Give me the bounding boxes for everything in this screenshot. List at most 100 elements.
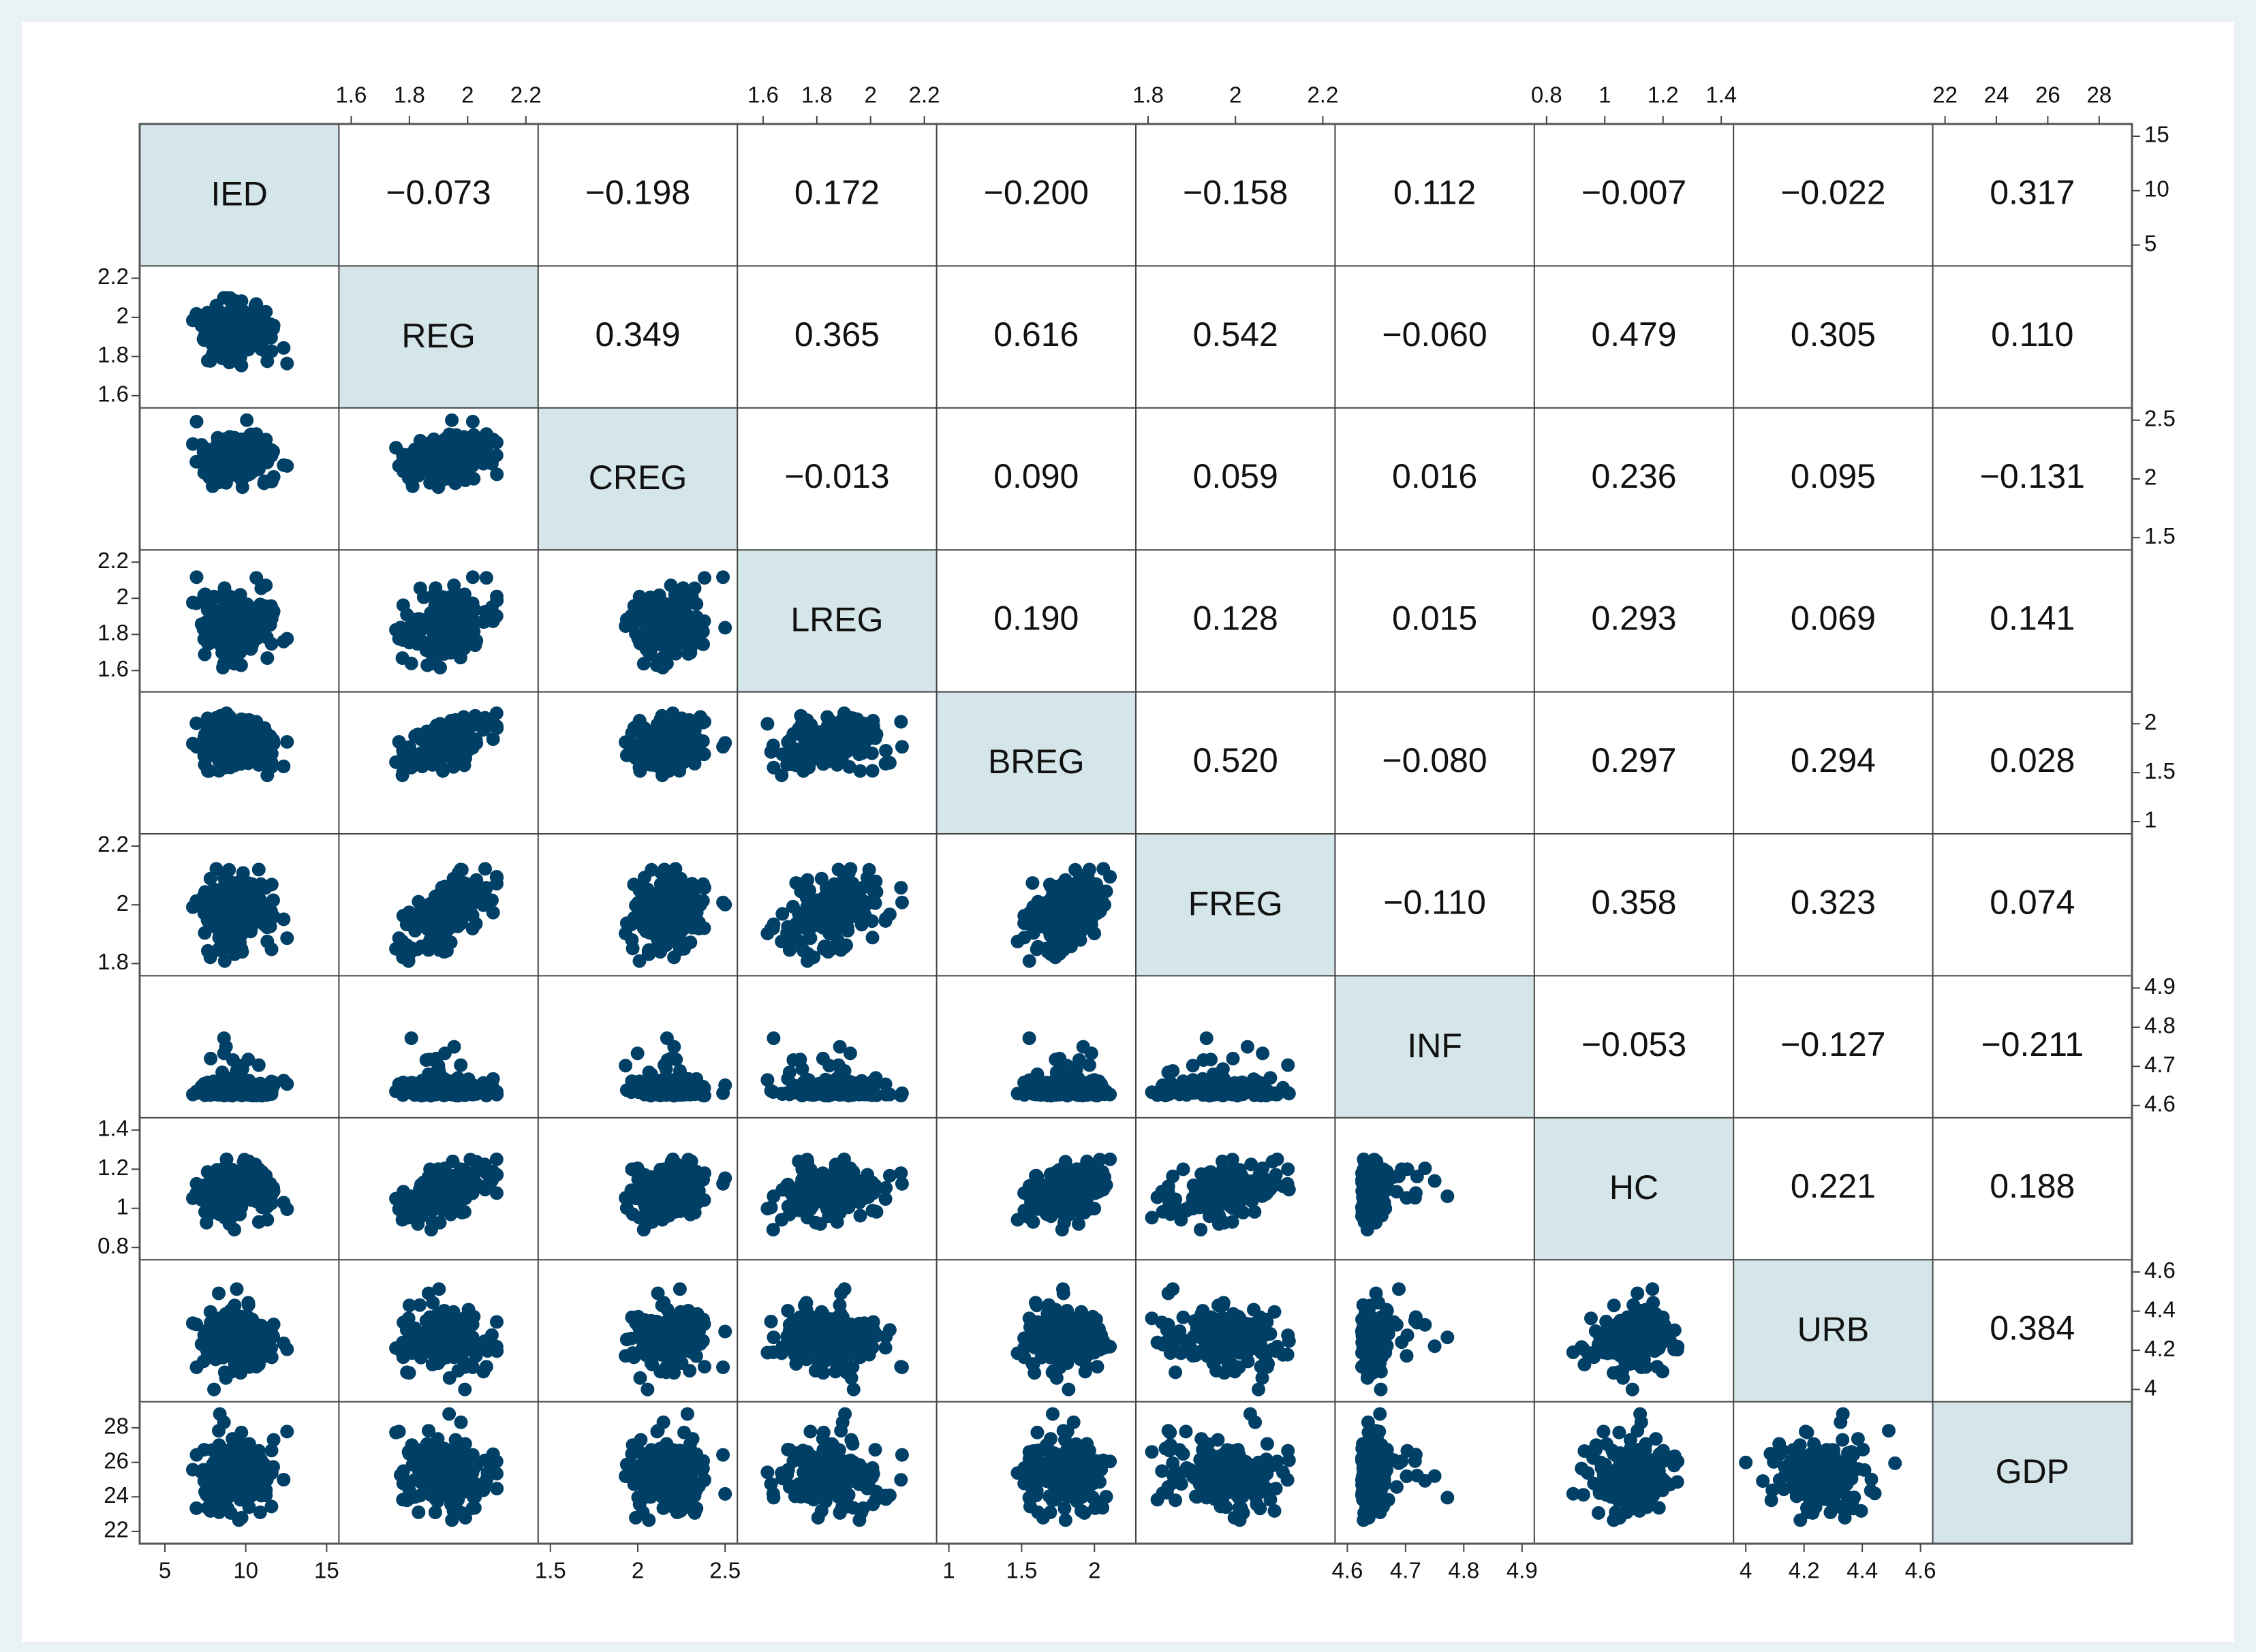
scatter-point-freg-ied bbox=[197, 896, 211, 910]
corr-ied-creg: −0.198 bbox=[585, 173, 690, 211]
scatter-point-hc-lreg bbox=[852, 1196, 867, 1209]
scatter-point-freg-ied bbox=[245, 877, 260, 891]
scatter-point-hc-breg bbox=[1044, 1167, 1057, 1181]
scatter-point-breg-creg bbox=[619, 748, 634, 762]
scatter-point-creg-ied bbox=[245, 428, 260, 442]
scatter-point-freg-lreg bbox=[824, 906, 839, 920]
scatter-point-creg-ied bbox=[186, 437, 200, 451]
scatter-point-freg-lreg bbox=[775, 907, 790, 921]
scatter-point-freg-lreg bbox=[821, 945, 835, 959]
scatter-point-creg-reg bbox=[489, 448, 504, 463]
scatter-point-freg-ied bbox=[226, 920, 240, 935]
scatter-point-inf-lreg bbox=[861, 1087, 874, 1102]
corr-creg-lreg: −0.013 bbox=[784, 457, 889, 495]
scatter-point-freg-creg bbox=[632, 954, 647, 968]
scatter-point-freg-reg bbox=[457, 906, 472, 920]
scatter-point-freg-breg bbox=[1068, 917, 1082, 931]
scatter-point-inf-reg bbox=[447, 1040, 461, 1054]
scatter-point-breg-creg bbox=[640, 749, 654, 763]
scatter-point-reg-ied bbox=[197, 313, 211, 327]
scatter-point-lreg-creg bbox=[652, 588, 666, 602]
scatter-point-reg-ied bbox=[228, 349, 242, 364]
scatter-point-hc-breg bbox=[1026, 1215, 1040, 1229]
scatter-point-hc-breg bbox=[1087, 1202, 1102, 1216]
scatter-point-hc-ied bbox=[202, 1186, 217, 1200]
diagonal-label-creg: CREG bbox=[589, 458, 687, 497]
scatter-point-hc-freg bbox=[1269, 1168, 1283, 1182]
scatter-point-freg-creg bbox=[640, 906, 654, 920]
scatter-point-breg-ied bbox=[245, 715, 260, 730]
corr-breg-freg: 0.520 bbox=[1193, 741, 1278, 779]
scatter-point-hc-reg bbox=[427, 1196, 441, 1211]
scatter-point-lreg-ied bbox=[259, 578, 273, 593]
scatter-point-inf-reg bbox=[404, 1031, 418, 1045]
scatter-point-lreg-reg bbox=[457, 632, 472, 646]
scatter-point-breg-lreg bbox=[775, 768, 789, 783]
corr-reg-lreg: 0.365 bbox=[794, 315, 880, 354]
scatter-point-hc-ied bbox=[226, 1167, 240, 1181]
corr-ied-gdp: 0.317 bbox=[1990, 173, 2075, 211]
scatter-point-breg-lreg bbox=[835, 713, 849, 727]
scatter-point-breg-lreg bbox=[879, 744, 893, 758]
scatter-point-inf-ied bbox=[219, 1040, 233, 1054]
scatter-point-freg-reg bbox=[422, 943, 435, 957]
scatter-point-lreg-ied bbox=[264, 606, 279, 620]
scatter-point-freg-lreg bbox=[801, 947, 815, 961]
scatter-point-lreg-creg bbox=[690, 597, 704, 611]
corr-inf-hc: −0.053 bbox=[1581, 1025, 1686, 1063]
scatter-point-freg-ied bbox=[217, 871, 231, 885]
scatter-point-lreg-ied bbox=[235, 620, 249, 634]
scatter-point-creg-ied bbox=[202, 470, 217, 484]
scatter-point-freg-breg bbox=[1025, 876, 1040, 890]
scatter-point-lreg-creg bbox=[698, 571, 711, 585]
scatter-point-reg-ied bbox=[217, 291, 231, 305]
scatter-point-breg-reg bbox=[457, 749, 472, 763]
scatter-point-breg-ied bbox=[208, 730, 223, 744]
corr-lreg-breg: 0.190 bbox=[993, 599, 1079, 638]
scatter-point-freg-reg bbox=[478, 862, 492, 876]
scatter-point-breg-lreg bbox=[868, 731, 882, 745]
diagonal-label-ied: IED bbox=[211, 174, 268, 213]
scatter-point-freg-breg bbox=[1053, 947, 1067, 961]
scatter-point-inf-freg bbox=[1282, 1087, 1296, 1101]
scatter-point-inf-lreg bbox=[786, 1053, 801, 1067]
scatter-point-creg-ied bbox=[196, 445, 211, 459]
scatter-point-freg-ied bbox=[264, 907, 279, 922]
scatter-point-inf-freg bbox=[1161, 1065, 1175, 1080]
scatter-point-freg-ied bbox=[212, 931, 226, 945]
scatter-point-inf-reg bbox=[454, 1058, 468, 1072]
scatter-point-inf-creg bbox=[667, 1040, 681, 1054]
scatter-point-freg-reg bbox=[486, 905, 500, 920]
scatter-point-lreg-ied bbox=[260, 630, 274, 644]
scatter-point-hc-freg bbox=[1158, 1184, 1173, 1198]
scatter-point-hc-creg bbox=[718, 1171, 732, 1185]
scatter-point-hc-lreg bbox=[853, 1209, 867, 1223]
scatter-point-breg-lreg bbox=[894, 715, 908, 729]
scatter-point-lreg-ied bbox=[209, 605, 223, 619]
scatter-point-freg-ied bbox=[251, 862, 266, 877]
scatter-point-hc-lreg bbox=[809, 1215, 823, 1230]
scatter-point-hc-lreg bbox=[861, 1168, 874, 1182]
scatter-point-hc-freg bbox=[1196, 1199, 1210, 1213]
scatter-point-hc-creg bbox=[664, 1155, 679, 1169]
diagonal-label-inf: INF bbox=[1407, 1027, 1462, 1065]
scatter-point-breg-reg bbox=[490, 721, 504, 735]
scatter-point-freg-creg bbox=[673, 931, 687, 945]
scatter-point-lreg-ied bbox=[198, 647, 212, 661]
diagonal-label-reg: REG bbox=[401, 317, 475, 355]
scatter-point-hc-creg bbox=[641, 1204, 655, 1219]
scatter-point-freg-reg bbox=[469, 873, 484, 887]
scatter-point-creg-ied bbox=[206, 443, 221, 458]
corr-breg-gdp: 0.028 bbox=[1990, 741, 2075, 779]
corr-inf-gdp: −0.211 bbox=[1981, 1025, 2084, 1063]
scatter-point-reg-ied bbox=[235, 306, 249, 320]
scatter-point-freg-creg bbox=[669, 890, 683, 905]
scatter-point-inf-lreg bbox=[805, 1088, 820, 1102]
scatter-point-inf-breg bbox=[1068, 1086, 1082, 1100]
scatter-point-lreg-reg bbox=[437, 620, 451, 634]
scatter-point-breg-lreg bbox=[827, 730, 841, 744]
diagonal-label-lreg: LREG bbox=[790, 601, 883, 639]
scatter-point-hc-ied bbox=[264, 1181, 279, 1194]
scatter-point-inf-reg bbox=[419, 1053, 433, 1067]
